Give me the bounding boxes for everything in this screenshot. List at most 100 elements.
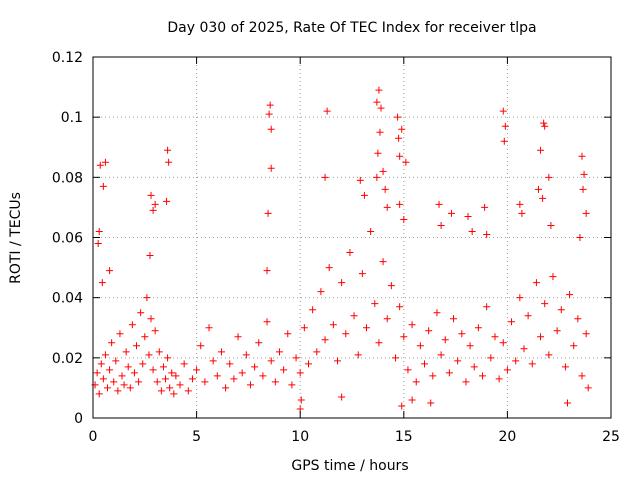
data-point bbox=[566, 291, 574, 299]
data-point bbox=[462, 378, 470, 386]
data-point bbox=[137, 309, 145, 317]
data-point bbox=[516, 294, 524, 302]
data-point bbox=[534, 185, 542, 193]
data-point bbox=[162, 375, 170, 383]
data-point bbox=[325, 264, 333, 272]
data-point bbox=[437, 351, 445, 359]
data-point bbox=[404, 366, 412, 374]
data-point bbox=[267, 125, 275, 133]
data-point bbox=[130, 369, 138, 377]
y-tick-label: 0.08 bbox=[52, 170, 83, 186]
data-point bbox=[375, 339, 383, 347]
data-point bbox=[499, 107, 507, 115]
data-point bbox=[112, 357, 120, 365]
data-point bbox=[360, 191, 368, 199]
x-tick-labels: 0 5 10 15 20 25 bbox=[89, 429, 620, 445]
data-point bbox=[379, 167, 387, 175]
data-point bbox=[408, 321, 416, 329]
data-point bbox=[122, 348, 130, 356]
data-point bbox=[396, 303, 404, 311]
data-point bbox=[487, 354, 495, 362]
data-point bbox=[374, 149, 382, 157]
data-point bbox=[153, 378, 161, 386]
data-point bbox=[242, 351, 250, 359]
data-point bbox=[429, 372, 437, 380]
data-point bbox=[321, 173, 329, 181]
data-point bbox=[532, 279, 540, 287]
data-point bbox=[358, 270, 366, 278]
data-point bbox=[197, 342, 205, 350]
data-point bbox=[363, 324, 371, 332]
data-point bbox=[445, 369, 453, 377]
data-point bbox=[143, 294, 151, 302]
data-point bbox=[151, 327, 159, 335]
data-point bbox=[271, 378, 279, 386]
data-point bbox=[217, 348, 225, 356]
data-point bbox=[346, 249, 354, 257]
data-point bbox=[101, 351, 109, 359]
data-point bbox=[356, 176, 364, 184]
data-point bbox=[454, 357, 462, 365]
data-point bbox=[139, 360, 147, 368]
x-tick-label: 5 bbox=[192, 429, 201, 445]
data-point bbox=[408, 396, 416, 404]
data-point bbox=[323, 107, 331, 115]
data-point bbox=[333, 357, 341, 365]
data-point bbox=[201, 378, 209, 386]
data-point bbox=[313, 348, 321, 356]
data-point bbox=[264, 209, 272, 217]
data-point bbox=[541, 122, 549, 130]
data-point bbox=[209, 357, 217, 365]
data-point bbox=[110, 378, 118, 386]
y-tick-label: 0.02 bbox=[52, 351, 83, 367]
data-point bbox=[379, 258, 387, 266]
data-point bbox=[491, 333, 499, 341]
data-point bbox=[292, 354, 300, 362]
data-point bbox=[441, 336, 449, 344]
data-point bbox=[578, 152, 586, 160]
data-point bbox=[133, 342, 141, 350]
data-point bbox=[537, 146, 545, 154]
data-point bbox=[265, 110, 273, 118]
data-point bbox=[400, 333, 408, 341]
data-point bbox=[166, 384, 174, 392]
data-point bbox=[412, 378, 420, 386]
y-tick-label: 0.12 bbox=[52, 50, 83, 66]
data-point bbox=[512, 357, 520, 365]
data-point bbox=[580, 170, 588, 178]
data-point bbox=[149, 366, 157, 374]
data-point bbox=[321, 336, 329, 344]
data-point bbox=[135, 378, 143, 386]
data-point bbox=[582, 330, 590, 338]
data-point bbox=[157, 387, 165, 395]
data-point bbox=[246, 381, 254, 389]
data-point bbox=[95, 227, 103, 235]
data-point bbox=[540, 119, 548, 127]
data-point bbox=[106, 267, 114, 275]
data-point bbox=[163, 197, 171, 205]
data-point bbox=[377, 104, 385, 112]
y-tick-label: 0.06 bbox=[52, 231, 83, 247]
x-tick-label: 25 bbox=[602, 429, 620, 445]
data-point bbox=[574, 315, 582, 323]
data-point bbox=[447, 209, 455, 217]
data-point bbox=[309, 306, 317, 314]
data-point bbox=[149, 206, 157, 214]
data-point bbox=[392, 354, 400, 362]
data-point bbox=[98, 279, 106, 287]
data-point bbox=[108, 339, 116, 347]
data-point bbox=[416, 342, 424, 350]
data-point bbox=[381, 185, 389, 193]
data-point bbox=[373, 173, 381, 181]
data-point bbox=[495, 375, 503, 383]
data-point bbox=[367, 227, 375, 235]
data-point bbox=[481, 203, 489, 211]
data-point bbox=[288, 381, 296, 389]
data-point bbox=[483, 230, 491, 238]
data-point bbox=[128, 321, 136, 329]
data-point bbox=[280, 366, 288, 374]
data-point bbox=[172, 372, 180, 380]
data-point bbox=[118, 372, 126, 380]
data-point bbox=[106, 366, 114, 374]
